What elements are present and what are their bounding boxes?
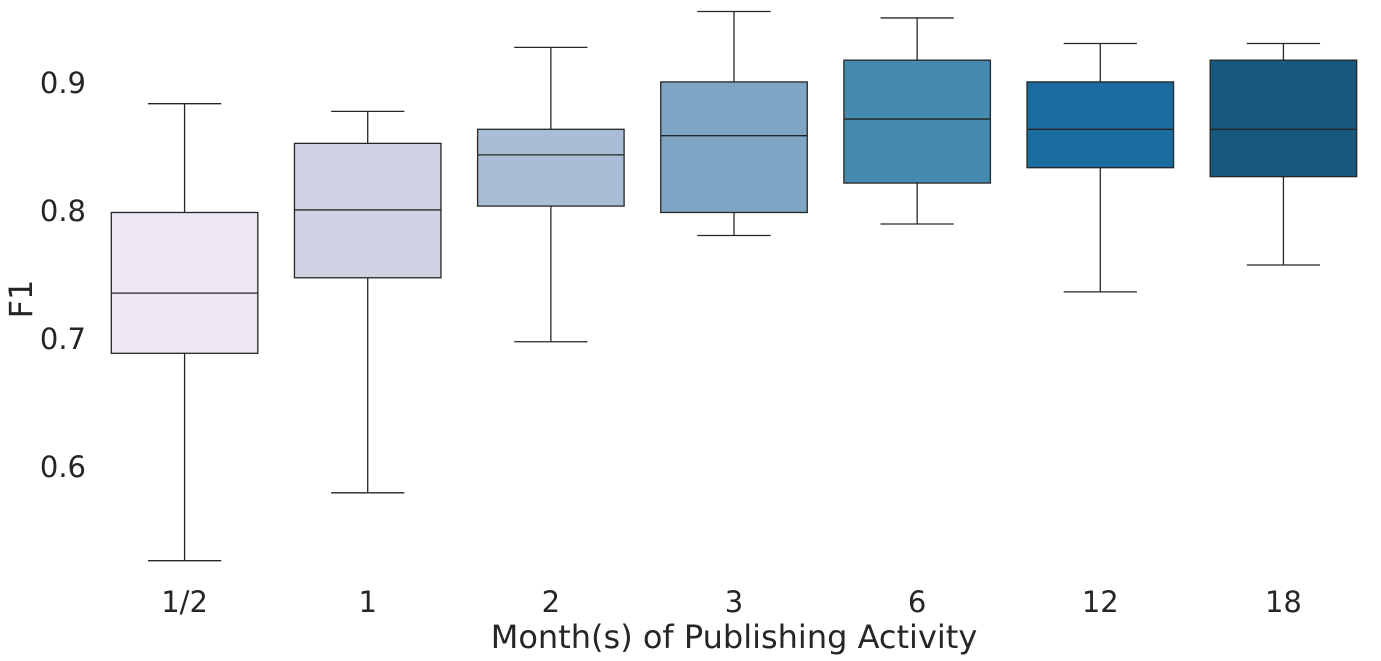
- x-tick-label: 18: [1265, 585, 1302, 619]
- y-tick-label: 0.6: [40, 450, 86, 484]
- iqr-box: [476, 128, 625, 207]
- y-tick-label: 0.9: [40, 66, 86, 100]
- box-group: [660, 10, 808, 237]
- iqr-box: [1026, 81, 1175, 169]
- x-tick-label: 2: [542, 585, 560, 619]
- iqr-box: [660, 81, 808, 214]
- box-group: [293, 110, 442, 494]
- iqr-box: [843, 59, 992, 184]
- box-group: [1209, 42, 1358, 266]
- y-axis-title: F1: [2, 280, 40, 319]
- y-tick-labels: 0.6 0.7 0.8 0.9: [40, 66, 86, 484]
- box-group: [843, 17, 992, 225]
- iqr-box: [110, 211, 259, 354]
- y-tick-label: 0.8: [40, 194, 86, 228]
- box-group: [1026, 42, 1175, 293]
- box-group: [110, 103, 259, 562]
- x-tick-label: 1: [358, 585, 376, 619]
- boxes-layer: [110, 10, 1358, 562]
- x-tick-label: 3: [725, 585, 743, 619]
- x-tick-label: 1/2: [161, 585, 208, 619]
- y-tick-label: 0.7: [40, 322, 86, 356]
- x-tick-labels: 1/2 1 2 3 6 12 18: [161, 585, 1302, 619]
- x-tick-label: 12: [1082, 585, 1119, 619]
- iqr-box: [1209, 59, 1358, 178]
- box-group: [476, 46, 625, 343]
- x-axis-title: Month(s) of Publishing Activity: [491, 618, 978, 656]
- x-tick-label: 6: [908, 585, 926, 619]
